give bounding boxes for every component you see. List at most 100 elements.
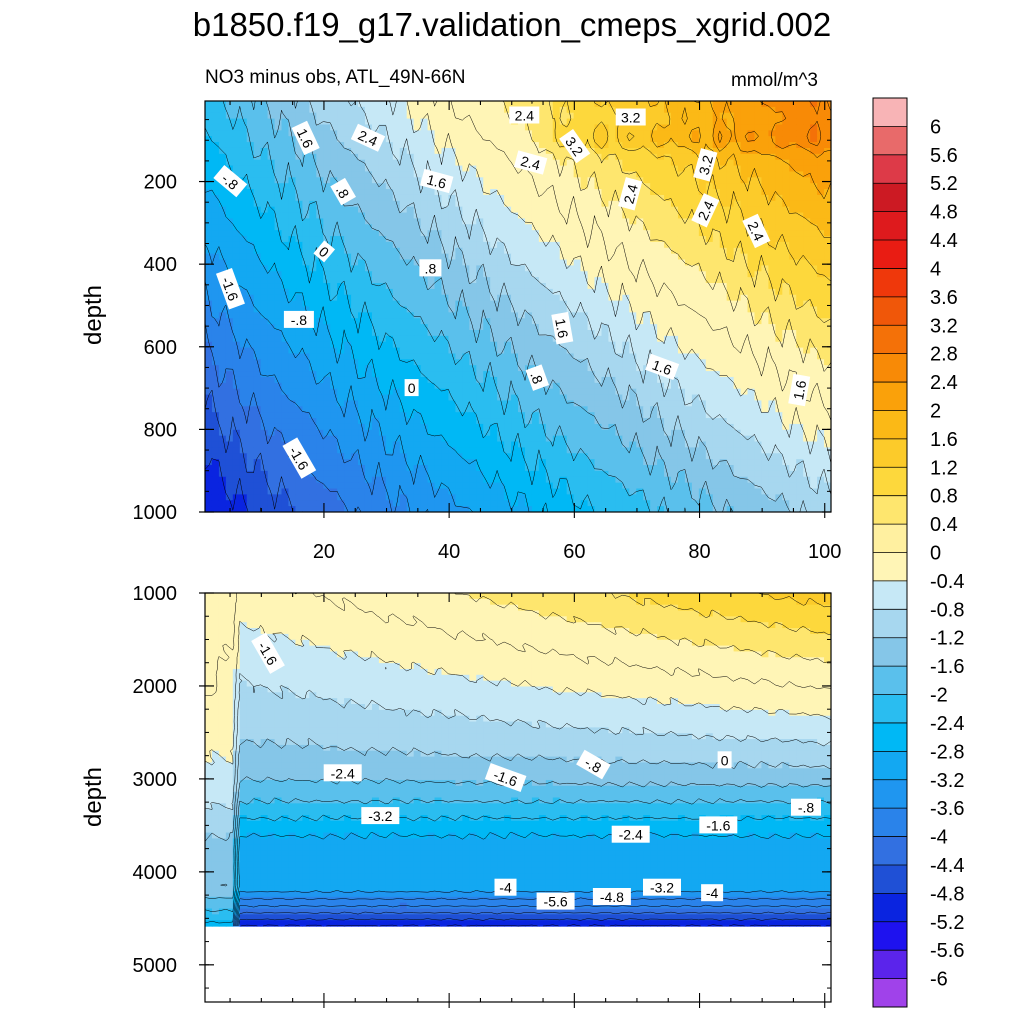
contour-label-text: -1.6: [706, 817, 730, 833]
colorbar-label: 2: [930, 400, 941, 422]
colorbar-label: -1.6: [930, 656, 964, 678]
colorbar-segment: [873, 353, 907, 383]
colorbar-label: -4: [930, 827, 948, 849]
contour-label: 2.4: [513, 150, 548, 175]
y-tick-label: 1000: [133, 583, 178, 605]
colorbar-segment: [873, 637, 907, 667]
colorbar-label: -5.6: [930, 940, 964, 962]
contour-label: -2.4: [323, 764, 362, 782]
colorbar-segment: [873, 268, 907, 298]
panel-subtitle: NO3 minus obs, ATL_49N-66N: [205, 67, 466, 88]
units-label: mmol/m^3: [731, 70, 818, 91]
colorbar-segment: [873, 126, 907, 156]
colorbar-segment: [873, 609, 907, 639]
contour-label-text: 1.6: [790, 379, 809, 401]
colorbar-segment: [873, 382, 907, 411]
contour-label-text: 1.6: [425, 171, 448, 192]
contour-label: .8: [419, 259, 442, 277]
contour-label-text: 1.6: [294, 126, 317, 151]
colorbar-label: -6: [930, 969, 948, 991]
y-tick-label: 200: [144, 172, 177, 194]
lower-panel-contours: [205, 593, 831, 927]
colorbar-label: -0.8: [930, 599, 964, 621]
contour-label-text: -4.8: [600, 889, 624, 905]
colorbar-label: 0: [930, 543, 941, 565]
colorbar-segment: [873, 808, 907, 837]
contour-label-text: 2.4: [620, 182, 641, 205]
colorbar-label: 5.2: [930, 173, 958, 195]
colorbar-segment: [873, 211, 907, 241]
contour-label: -3.2: [643, 878, 681, 896]
contour-label-text: -.8: [582, 754, 604, 776]
contour-label-text: -2.4: [331, 765, 355, 781]
contour-label-text: 2.4: [519, 153, 542, 174]
lower-panel-frame: [204, 592, 832, 1003]
colorbar-segment: [873, 98, 907, 127]
colorbar-segment: [873, 864, 907, 894]
colorbar-segment: [873, 722, 907, 752]
contour-label: .8: [525, 364, 550, 391]
contour-label-text: 2.4: [515, 108, 535, 124]
contour-label-text: .8: [527, 370, 546, 387]
contour-label: 2.4: [691, 193, 720, 228]
colorbar-segment: [873, 154, 907, 184]
contour-label: -3.2: [361, 807, 400, 825]
contour-label: 1.6: [420, 168, 454, 194]
contour-label-text: 0: [408, 380, 416, 396]
colorbar-segment: [873, 552, 907, 582]
contour-label: 1.6: [788, 373, 811, 407]
y-tick-label: 800: [144, 419, 177, 441]
contour-label: -.8: [576, 749, 611, 780]
colorbar-segment: [873, 240, 907, 269]
colorbar-segment: [873, 410, 907, 440]
contour-label-text: 1.6: [552, 317, 571, 339]
contour-label-text: 3.2: [621, 110, 641, 126]
contour-label-text: -3.2: [368, 808, 392, 824]
y-tick-label: 600: [144, 337, 177, 359]
colorbar-segment: [873, 836, 907, 866]
colorbar-label: 3.2: [930, 315, 958, 337]
contour-label: 2.4: [618, 177, 643, 211]
colorbar: 6 5.6 5.2 4.8 4.4 4 3.6 3.2 2.8 2.4 2 1.6 1.2 0.8 0.4 0…: [872, 97, 964, 1008]
colorbar-label: -1.2: [930, 628, 964, 650]
contour-label: 1.6: [551, 311, 574, 345]
upper-panel-ticks: 200 400 600 800 1000 20 40 60 80 100: [133, 101, 841, 563]
x-tick-label: 60: [563, 541, 585, 563]
contour-label: 3.2: [615, 108, 646, 126]
contour-label-text: 1.6: [650, 357, 674, 379]
colorbar-label: 4: [930, 258, 941, 280]
contour-label: 3.2: [693, 148, 718, 182]
colorbar-label: 5.6: [930, 145, 958, 167]
contour-label: -4: [701, 884, 724, 902]
colorbar-segment: [873, 524, 907, 553]
colorbar-label: 2.4: [930, 372, 958, 394]
contour-label-text: 3.2: [696, 153, 717, 176]
colorbar-label: -4.4: [930, 855, 964, 877]
colorbar-segment: [873, 921, 907, 951]
contour-label-text: -5.6: [544, 894, 568, 910]
colorbar-label: -3.2: [930, 770, 964, 792]
contour-label: -2.4: [611, 825, 650, 843]
colorbar-label: 1.6: [930, 429, 958, 451]
colorbar-label: 3.6: [930, 287, 958, 309]
colorbar-segment: [873, 751, 907, 781]
contour-label: 2.4: [742, 213, 771, 249]
contour-label-text: 2.4: [694, 198, 717, 223]
colorbar-label: -2.8: [930, 741, 964, 763]
contour-label: 0: [313, 240, 336, 263]
x-tick-label: 80: [688, 541, 710, 563]
colorbar-segment: [873, 950, 907, 979]
lower-panel-ticks: 1000 2000 3000 4000 5000: [133, 583, 831, 1008]
contour-label: 2.4: [350, 123, 386, 152]
contour-lines: [205, 593, 831, 927]
upper-panel-contour-labels: 2.4 3.21.6 2.4 3.23.22.41.6-.8.8 2.42.42.40.…: [213, 106, 811, 479]
colorbar-segment: [873, 495, 907, 525]
contour-label: .8: [330, 177, 356, 206]
colorbar-segment: [873, 694, 907, 724]
y-tick-label: 3000: [133, 769, 178, 791]
contour-label: -.8: [283, 310, 314, 328]
colorbar-label: -2.4: [930, 713, 964, 735]
colorbar-label: 1.2: [930, 457, 958, 479]
colorbar-segment: [873, 325, 907, 354]
